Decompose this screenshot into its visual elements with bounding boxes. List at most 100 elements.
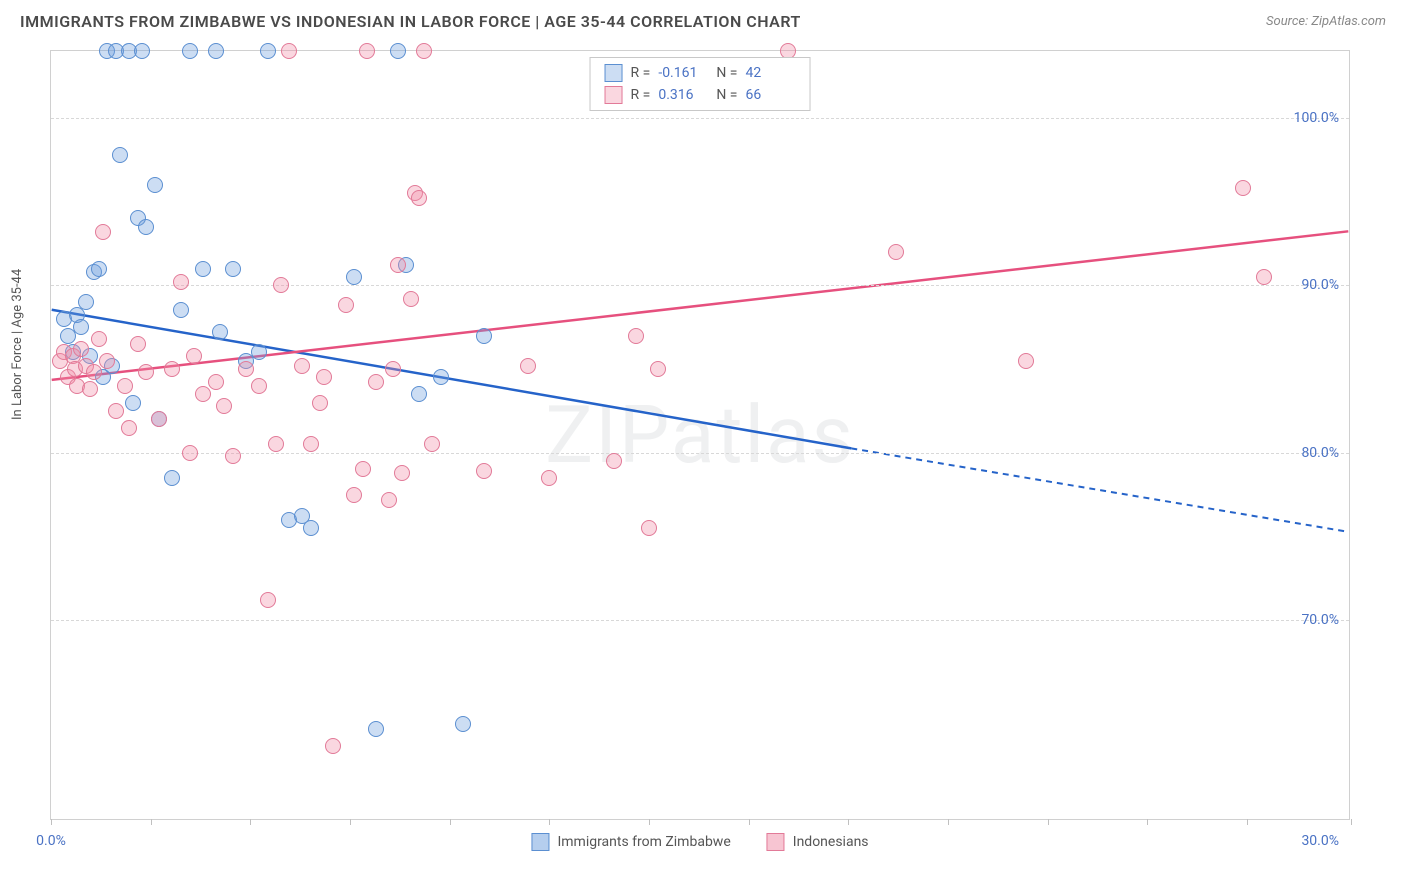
- x-tick-mark: [151, 819, 152, 825]
- trend-lines: [51, 51, 1349, 819]
- legend-row: R =-0.161N =42: [605, 64, 796, 82]
- scatter-point: [403, 291, 419, 307]
- x-tick-mark: [350, 819, 351, 825]
- scatter-point: [173, 302, 189, 318]
- scatter-point: [411, 386, 427, 402]
- scatter-point: [260, 43, 276, 59]
- chart-header: IMMIGRANTS FROM ZIMBABWE VS INDONESIAN I…: [0, 0, 1406, 39]
- series-legend: Immigrants from ZimbabweIndonesians: [531, 833, 868, 851]
- scatter-point: [355, 461, 371, 477]
- chart-plot-area: ZIPatlas 70.0%80.0%90.0%100.0%0.0%30.0%R…: [50, 50, 1350, 820]
- gridline: [51, 620, 1349, 621]
- x-tick-mark: [1351, 819, 1352, 825]
- scatter-point: [73, 319, 89, 335]
- correlation-legend: R =-0.161N =42 R =0.316N =66: [590, 57, 811, 111]
- scatter-point: [186, 348, 202, 364]
- scatter-point: [303, 520, 319, 536]
- scatter-point: [338, 297, 354, 313]
- chart-title: IMMIGRANTS FROM ZIMBABWE VS INDONESIAN I…: [20, 12, 801, 31]
- scatter-point: [117, 378, 133, 394]
- scatter-point: [138, 219, 154, 235]
- scatter-point: [73, 341, 89, 357]
- gridline: [51, 453, 1349, 454]
- scatter-point: [381, 492, 397, 508]
- scatter-point: [121, 420, 137, 436]
- x-tick-label: 0.0%: [36, 833, 66, 849]
- scatter-point: [195, 386, 211, 402]
- scatter-point: [424, 436, 440, 452]
- scatter-point: [173, 274, 189, 290]
- scatter-point: [225, 448, 241, 464]
- scatter-point: [346, 487, 362, 503]
- scatter-point: [208, 374, 224, 390]
- scatter-point: [641, 520, 657, 536]
- scatter-point: [416, 43, 432, 59]
- scatter-point: [112, 147, 128, 163]
- legend-swatch: [605, 86, 623, 104]
- x-tick-mark: [848, 819, 849, 825]
- scatter-point: [273, 277, 289, 293]
- scatter-point: [216, 398, 232, 414]
- scatter-point: [151, 411, 167, 427]
- legend-row: R =0.316N =66: [605, 86, 796, 104]
- scatter-point: [520, 358, 536, 374]
- scatter-point: [316, 369, 332, 385]
- x-tick-mark: [749, 819, 750, 825]
- y-tick-label: 100.0%: [1294, 110, 1339, 126]
- legend-swatch: [531, 833, 549, 851]
- scatter-point: [650, 361, 666, 377]
- scatter-point: [95, 224, 111, 240]
- scatter-point: [260, 592, 276, 608]
- scatter-point: [212, 324, 228, 340]
- x-tick-mark: [649, 819, 650, 825]
- scatter-point: [91, 261, 107, 277]
- scatter-point: [147, 177, 163, 193]
- scatter-point: [251, 344, 267, 360]
- scatter-point: [195, 261, 211, 277]
- scatter-point: [1235, 180, 1251, 196]
- legend-label: Immigrants from Zimbabwe: [557, 834, 730, 850]
- y-tick-label: 90.0%: [1301, 277, 1339, 293]
- scatter-point: [390, 43, 406, 59]
- scatter-point: [225, 261, 241, 277]
- scatter-point: [476, 328, 492, 344]
- scatter-point: [541, 470, 557, 486]
- scatter-point: [82, 381, 98, 397]
- scatter-point: [628, 328, 644, 344]
- scatter-point: [108, 403, 124, 419]
- scatter-point: [303, 436, 319, 452]
- scatter-point: [368, 374, 384, 390]
- scatter-point: [390, 257, 406, 273]
- x-tick-mark: [948, 819, 949, 825]
- scatter-point: [182, 43, 198, 59]
- scatter-point: [238, 361, 254, 377]
- scatter-point: [346, 269, 362, 285]
- scatter-point: [1018, 353, 1034, 369]
- n-value: 42: [745, 65, 795, 81]
- r-value: 0.316: [658, 87, 708, 103]
- scatter-point: [134, 43, 150, 59]
- x-tick-mark: [51, 819, 52, 825]
- y-tick-label: 80.0%: [1301, 445, 1339, 461]
- x-tick-mark: [450, 819, 451, 825]
- scatter-point: [606, 453, 622, 469]
- scatter-point: [164, 470, 180, 486]
- legend-swatch: [605, 64, 623, 82]
- scatter-point: [325, 738, 341, 754]
- scatter-point: [138, 364, 154, 380]
- scatter-point: [394, 465, 410, 481]
- legend-swatch: [767, 833, 785, 851]
- scatter-point: [455, 716, 471, 732]
- scatter-point: [164, 361, 180, 377]
- scatter-point: [268, 436, 284, 452]
- gridline: [51, 118, 1349, 119]
- scatter-point: [1256, 269, 1272, 285]
- x-tick-mark: [1147, 819, 1148, 825]
- scatter-point: [251, 378, 267, 394]
- scatter-point: [368, 721, 384, 737]
- x-tick-mark: [250, 819, 251, 825]
- scatter-point: [86, 364, 102, 380]
- chart-source: Source: ZipAtlas.com: [1266, 14, 1386, 29]
- scatter-point: [476, 463, 492, 479]
- scatter-point: [91, 331, 107, 347]
